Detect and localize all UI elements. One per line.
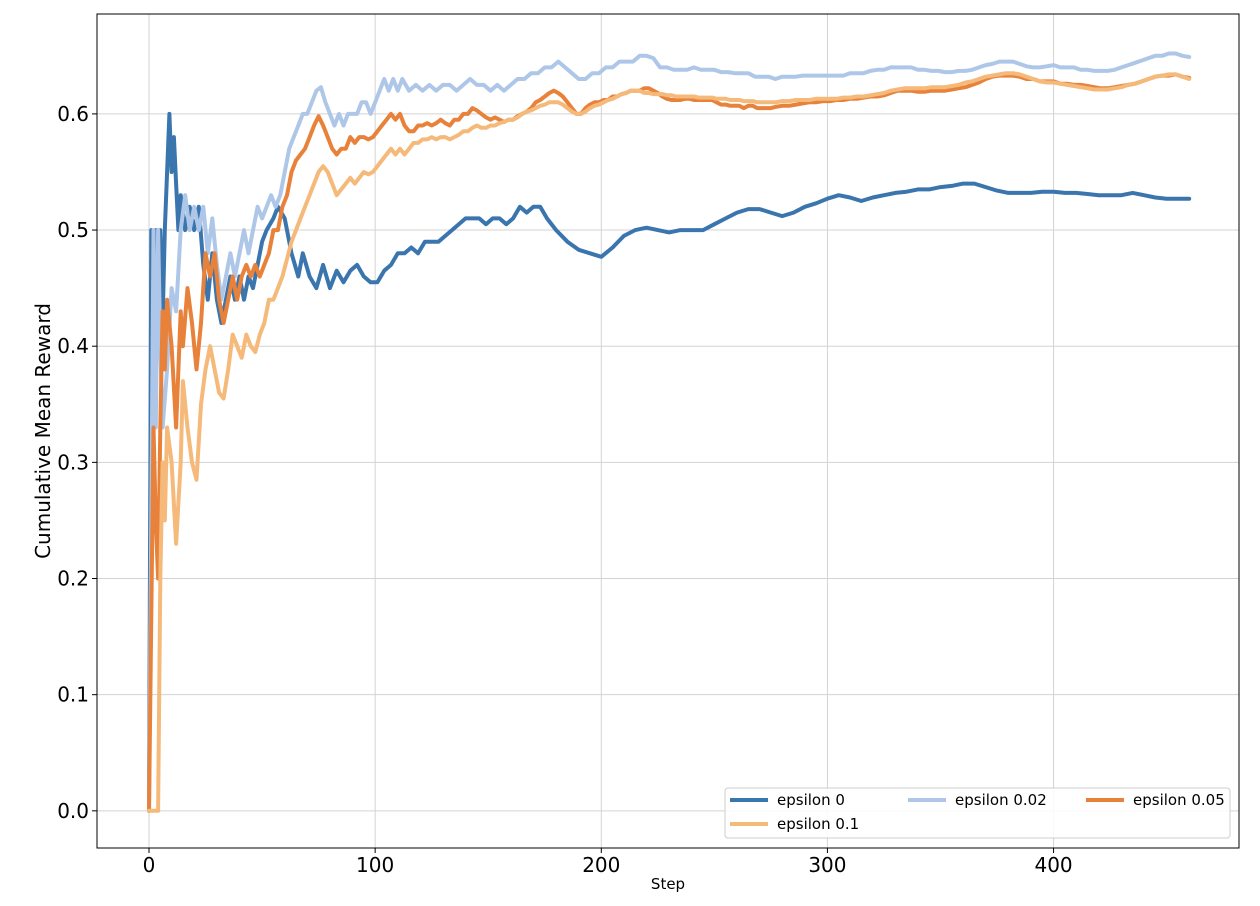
x-tick-label: 100 (356, 853, 394, 877)
y-tick-label: 0.5 (57, 218, 89, 242)
x-tick-label: 0 (143, 853, 156, 877)
x-axis-label: Step (651, 875, 685, 893)
series-line-2 (147, 72, 1192, 813)
y-tick-label: 0.1 (57, 683, 89, 707)
legend-label-1: epsilon 0.02 (955, 791, 1047, 809)
y-tick-label: 0.4 (57, 334, 89, 358)
y-tick-label: 0.6 (57, 102, 89, 126)
plot-frame (96, 13, 1240, 849)
legend-label-2: epsilon 0.05 (1133, 791, 1225, 809)
legend: epsilon 0 epsilon 0.02 epsilon 0.05 epsilon… (724, 787, 1231, 839)
y-tick-label: 0.0 (57, 799, 89, 823)
y-tick-label: 0.2 (57, 567, 89, 591)
legend-label-3: epsilon 0.1 (777, 815, 859, 833)
legend-label-0: epsilon 0 (777, 791, 845, 809)
series-line-1 (147, 51, 1192, 813)
y-tick-label: 0.3 (57, 450, 89, 474)
x-tick-label: 300 (808, 853, 846, 877)
series-line-0 (147, 111, 1192, 813)
grid (97, 14, 1239, 848)
axis-ticks: 0 100 200 300 400 0.0 0.1 0.2 0.3 0.4 0.5 0.6 (57, 102, 1072, 877)
x-tick-label: 400 (1034, 853, 1072, 877)
series-line-3 (147, 71, 1192, 813)
x-tick-label: 200 (582, 853, 620, 877)
legend-entries: epsilon 0 epsilon 0.02 epsilon 0.05 epsilon… (730, 791, 1225, 833)
y-axis-label: Cumulative Mean Reward (31, 303, 55, 559)
series-lines (147, 51, 1192, 813)
